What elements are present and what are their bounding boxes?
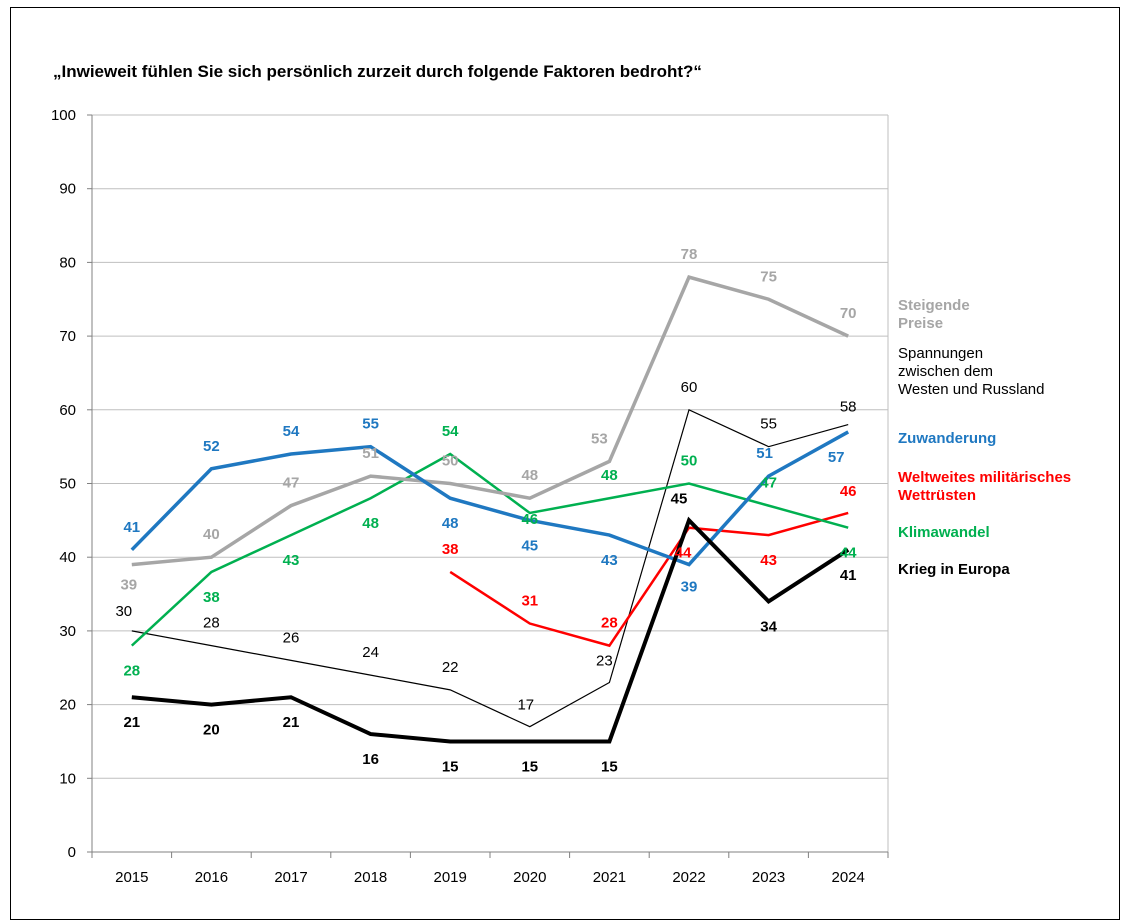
- data-label: 38: [203, 589, 220, 606]
- legend-entry: Wettrüsten: [898, 487, 976, 504]
- legend-entry: Westen und Russland: [898, 381, 1044, 398]
- series-line: [131, 516, 850, 744]
- data-label: 48: [362, 515, 379, 532]
- series-line: [130, 452, 849, 647]
- data-label: 54: [283, 423, 300, 440]
- data-label: 45: [521, 537, 538, 554]
- data-label: 15: [521, 758, 538, 775]
- series-line: [131, 275, 849, 567]
- data-label: 51: [362, 445, 379, 462]
- chart-frame: [10, 7, 1120, 920]
- data-label: 31: [521, 593, 538, 610]
- data-label: 47: [283, 475, 300, 492]
- data-label: 23: [596, 652, 613, 669]
- data-label: 48: [521, 467, 538, 484]
- y-tick-label: 30: [59, 623, 76, 640]
- legend-entry: Steigende: [898, 297, 970, 314]
- y-tick-label: 70: [59, 328, 76, 345]
- x-tick-label: 2021: [593, 869, 626, 886]
- data-label: 44: [675, 545, 692, 562]
- data-label: 39: [681, 579, 698, 596]
- data-label: 45: [671, 490, 688, 507]
- data-label: 47: [760, 475, 777, 492]
- data-label: 57: [828, 449, 845, 466]
- data-label: 34: [760, 618, 777, 635]
- data-label: 28: [203, 615, 220, 632]
- x-tick-label: 2024: [832, 869, 865, 886]
- y-tick-label: 100: [51, 107, 76, 124]
- data-label: 40: [203, 526, 220, 543]
- data-label: 43: [601, 552, 618, 569]
- y-tick-label: 60: [59, 402, 76, 419]
- data-label: 30: [115, 603, 132, 620]
- data-label: 48: [442, 515, 459, 532]
- y-tick-label: 90: [59, 181, 76, 198]
- data-label: 28: [123, 663, 140, 680]
- data-label: 24: [362, 644, 379, 661]
- data-label: 38: [442, 541, 459, 558]
- data-label: 58: [840, 399, 857, 416]
- data-label: 43: [283, 552, 300, 569]
- x-tick-label: 2016: [195, 869, 228, 886]
- data-label: 41: [840, 567, 857, 584]
- data-label: 48: [601, 467, 618, 484]
- data-label: 78: [681, 246, 698, 263]
- x-tick-label: 2022: [672, 869, 705, 886]
- data-label: 75: [760, 268, 777, 285]
- y-tick-label: 40: [59, 549, 76, 566]
- x-tick-label: 2015: [115, 869, 148, 886]
- data-label: 28: [601, 615, 618, 632]
- data-label: 44: [840, 545, 857, 562]
- data-label: 50: [681, 453, 698, 470]
- x-tick-label: 2023: [752, 869, 785, 886]
- data-label: 22: [442, 659, 459, 676]
- legend-entry: Preise: [898, 315, 943, 332]
- y-tick-label: 80: [59, 254, 76, 271]
- data-label: 16: [362, 751, 379, 768]
- data-label: 17: [517, 697, 534, 714]
- legend-entry: Spannungen: [898, 345, 983, 362]
- data-label: 54: [442, 423, 459, 440]
- x-tick-label: 2017: [274, 869, 307, 886]
- data-label: 21: [283, 714, 300, 731]
- data-label: 21: [123, 714, 140, 731]
- data-label: 15: [442, 758, 459, 775]
- x-tick-label: 2019: [434, 869, 467, 886]
- data-label: 20: [203, 722, 220, 739]
- legend-entry: Krieg in Europa: [898, 561, 1010, 578]
- y-tick-label: 0: [68, 844, 76, 861]
- data-label: 46: [840, 483, 857, 500]
- data-label: 15: [601, 758, 618, 775]
- data-label: 41: [123, 519, 140, 536]
- series-line: [131, 408, 849, 728]
- series-line: [130, 430, 850, 567]
- data-label: 60: [681, 379, 698, 396]
- data-label: 26: [283, 629, 300, 646]
- data-label: 55: [760, 416, 777, 433]
- data-label: 70: [840, 305, 857, 322]
- legend-entry: Weltweites militärisches: [898, 469, 1071, 486]
- series-line: [449, 511, 849, 648]
- data-label: 50: [442, 453, 459, 470]
- legend-entry: zwischen dem: [898, 363, 993, 380]
- x-tick-label: 2020: [513, 869, 546, 886]
- data-label: 39: [120, 577, 137, 594]
- data-label: 43: [760, 552, 777, 569]
- y-tick-label: 50: [59, 476, 76, 493]
- data-label: 51: [756, 445, 773, 462]
- data-label: 52: [203, 438, 220, 455]
- legend-entry: Zuwanderung: [898, 430, 996, 447]
- data-label: 46: [521, 511, 538, 528]
- y-tick-label: 20: [59, 697, 76, 714]
- data-label: 55: [362, 416, 379, 433]
- y-tick-label: 10: [59, 770, 76, 787]
- chart-title: „Inwieweit fühlen Sie sich persönlich zu…: [53, 62, 702, 81]
- x-tick-label: 2018: [354, 869, 387, 886]
- data-label: 53: [591, 430, 608, 447]
- legend-entry: Klimawandel: [898, 524, 990, 541]
